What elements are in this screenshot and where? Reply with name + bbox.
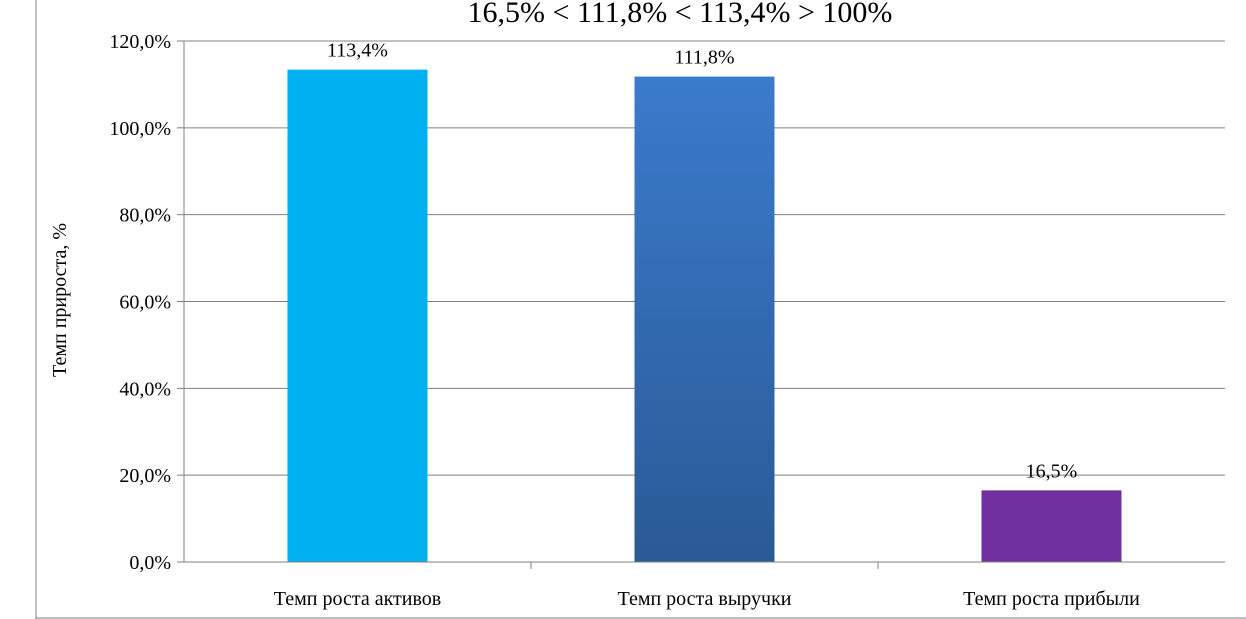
bar <box>634 76 775 562</box>
y-tick-label: 60,0% <box>119 292 171 314</box>
x-tick-label: Темп роста выручки <box>617 588 791 610</box>
data-label: 113,4% <box>327 40 388 62</box>
y-tick-label: 120,0% <box>109 31 171 53</box>
x-tick-label: Темп роста активов <box>274 588 441 610</box>
bar <box>981 490 1122 562</box>
y-tick-label: 0,0% <box>129 552 171 574</box>
y-axis-title: Темп прироста, % <box>49 223 71 377</box>
y-tick-label: 20,0% <box>119 465 171 487</box>
bars <box>287 69 1122 562</box>
y-tick-label: 100,0% <box>109 118 171 140</box>
y-tick-label: 40,0% <box>119 378 171 400</box>
x-tick-label: Темп роста прибыли <box>963 588 1140 610</box>
x-axis-ticks: Темп роста активов Темп роста выручки Темп… <box>274 562 1140 610</box>
bar <box>287 69 428 562</box>
y-tick-label: 80,0% <box>119 205 171 227</box>
data-label: 111,8% <box>674 47 734 69</box>
data-labels: 113,4% 111,8% 16,5% <box>327 40 1077 483</box>
data-label: 16,5% <box>1026 460 1078 482</box>
chart-title: 16,5% < 111,8% < 113,4% > 100% <box>468 0 893 29</box>
y-axis-ticks: 0,0% 20,0% 40,0% 60,0% 80,0% 100,0% 120,0% <box>109 31 184 574</box>
